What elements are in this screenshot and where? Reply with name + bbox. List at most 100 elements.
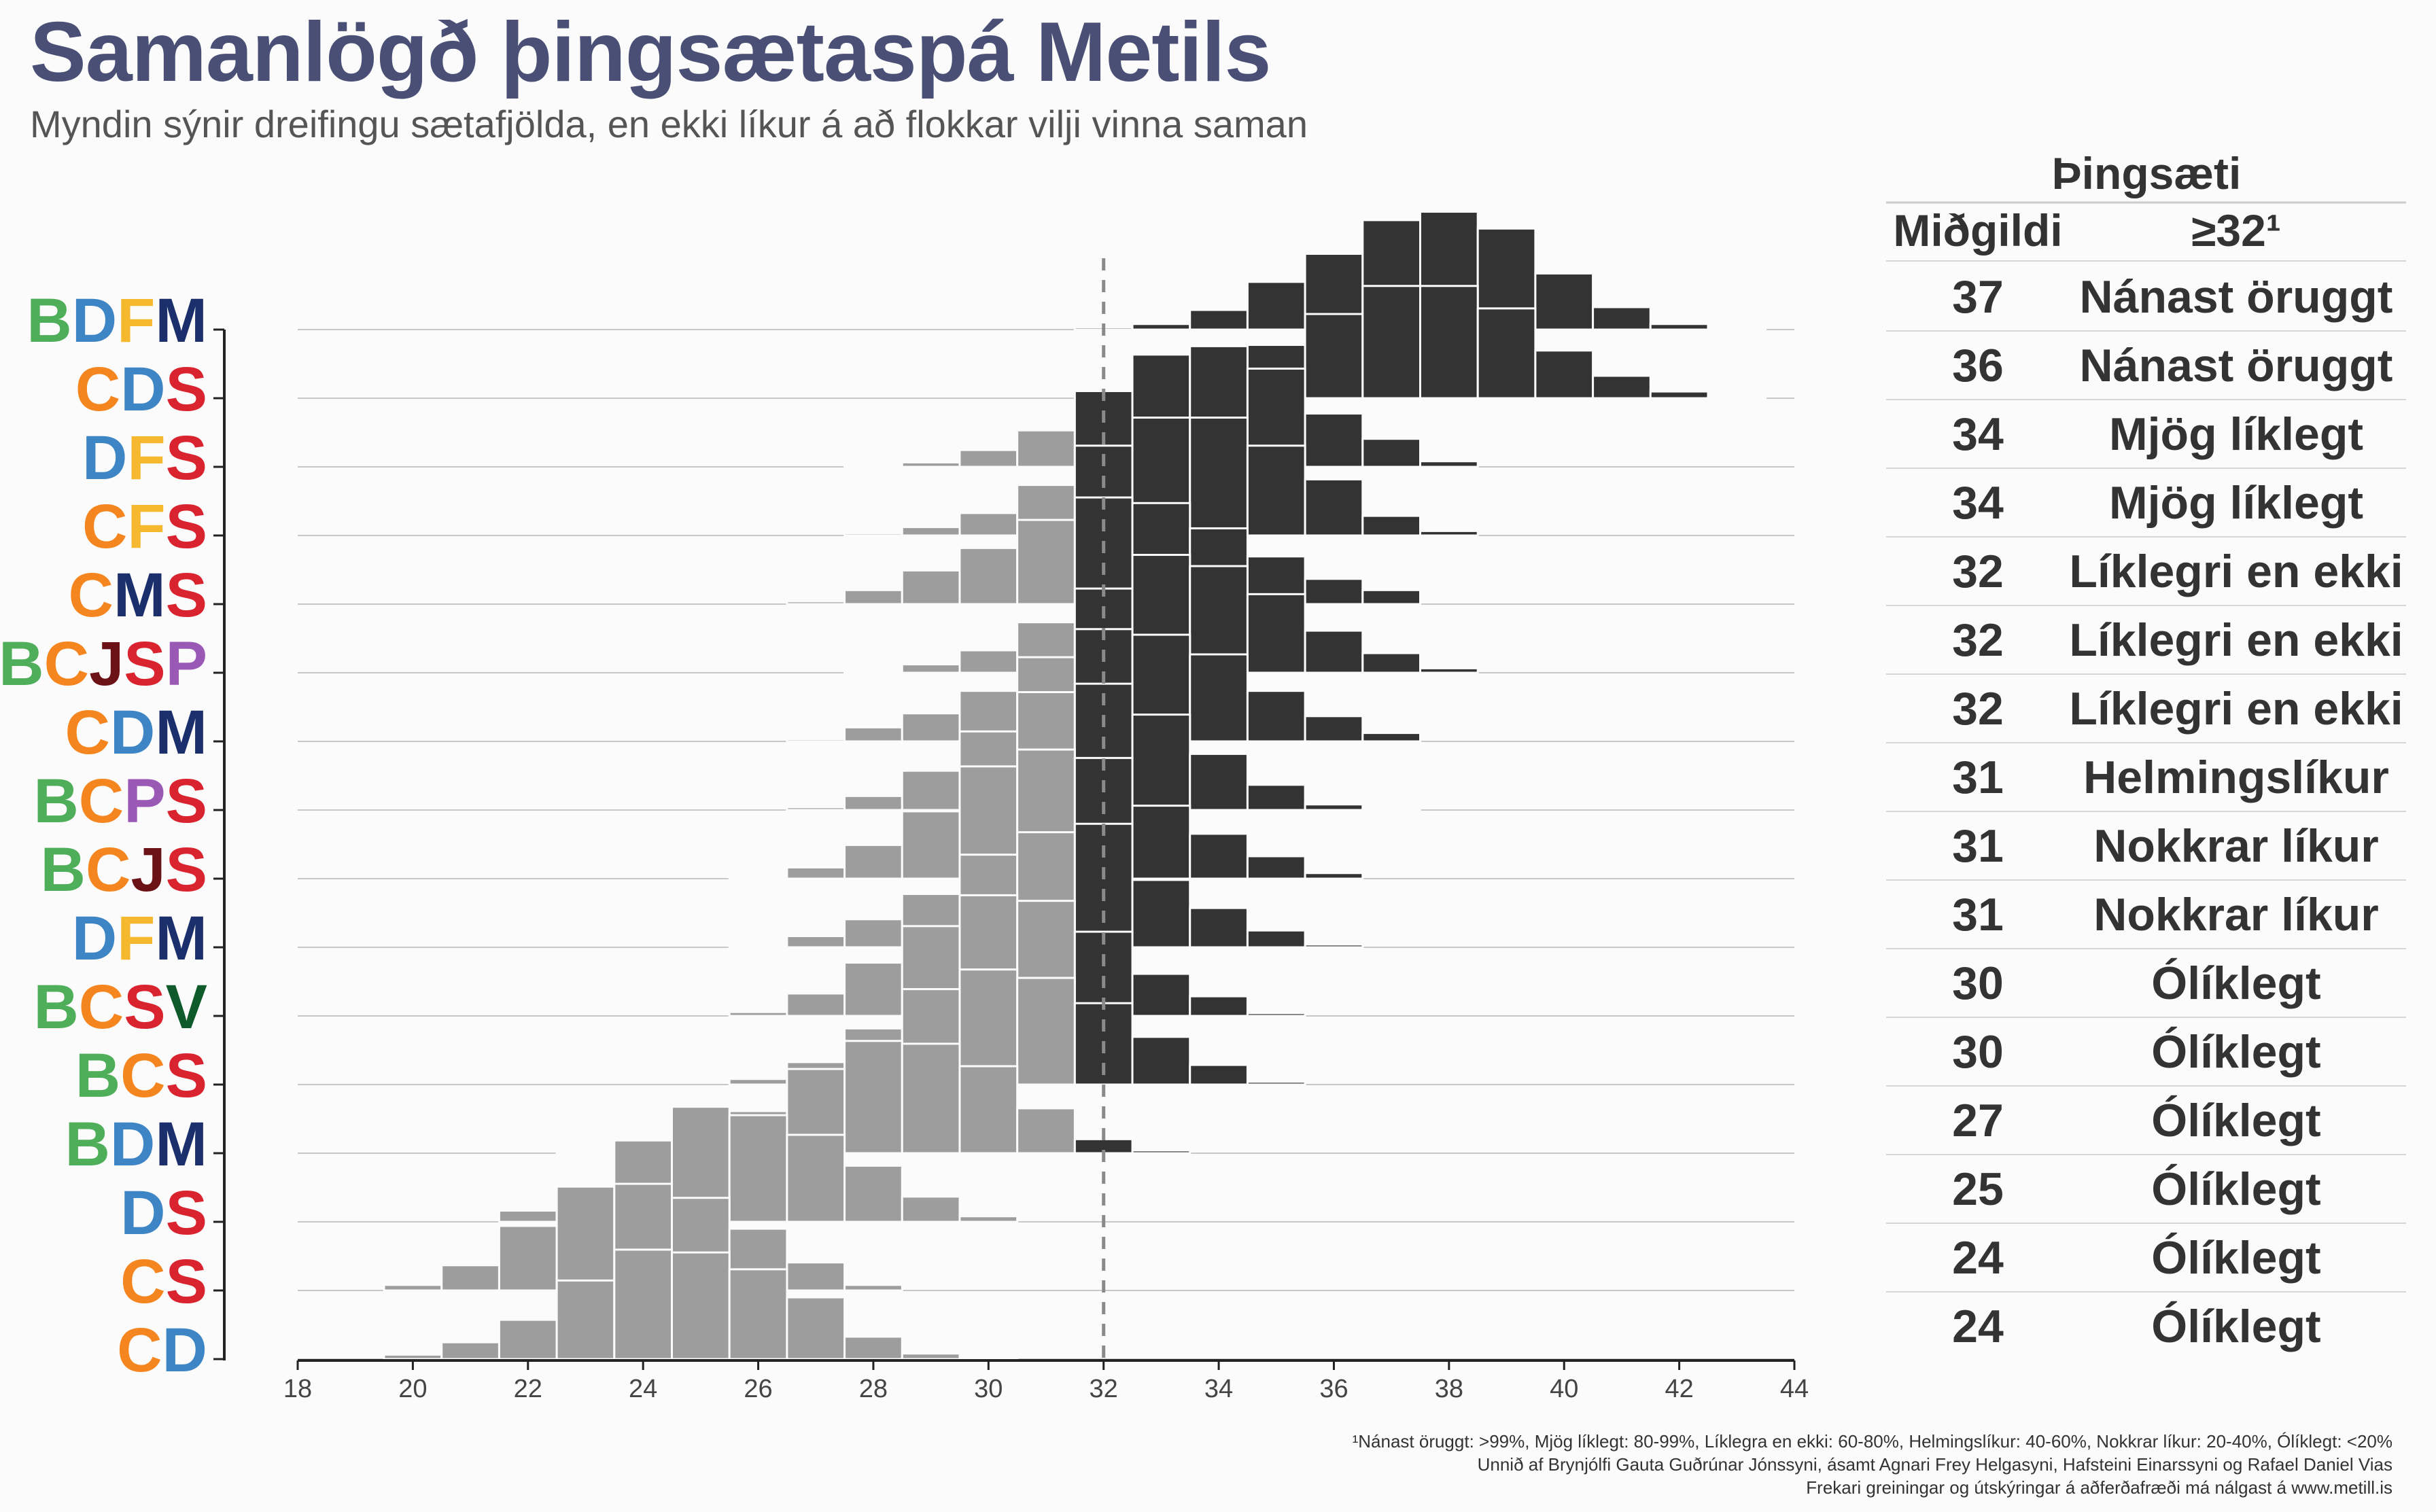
coalition-label-dfm: DFM xyxy=(72,904,207,973)
table-median-value: 30 xyxy=(1952,957,2004,1009)
histogram-bar xyxy=(1361,514,1422,537)
histogram-bar xyxy=(440,1341,500,1360)
histogram-bar xyxy=(901,663,961,674)
histogram-bar xyxy=(1304,478,1364,537)
party-letter-f: F xyxy=(117,286,155,355)
x-tick-label: 18 xyxy=(283,1375,312,1403)
coalition-label-bdm: BDM xyxy=(65,1110,207,1179)
histogram-bar xyxy=(843,1284,903,1292)
histogram-bar xyxy=(728,1268,788,1360)
histogram-bar xyxy=(1419,667,1479,674)
histogram-bar xyxy=(958,1356,1019,1360)
coalition-label-bdfm: BDFM xyxy=(27,286,207,355)
histogram-bar xyxy=(901,1352,961,1360)
histogram-bar xyxy=(1592,306,1652,331)
histogram-bar xyxy=(1592,374,1652,400)
histogram-bar xyxy=(843,464,903,468)
table-probability-label: Líklegri en ekki xyxy=(2069,614,2403,666)
coalition-label-dfs: DFS xyxy=(82,423,207,493)
histogram-bar xyxy=(1131,805,1191,880)
histogram-bar xyxy=(1246,444,1306,537)
x-tick-label: 42 xyxy=(1665,1375,1693,1403)
table-probability-label: Nokkrar líkur xyxy=(2093,889,2379,940)
party-letter-s: S xyxy=(166,492,207,561)
histogram-bar xyxy=(1304,803,1364,811)
table-median-value: 31 xyxy=(1952,752,2004,803)
table-median-value: 34 xyxy=(1952,408,2004,460)
party-letter-s: S xyxy=(166,1247,207,1316)
x-tick-label: 30 xyxy=(974,1375,1003,1403)
party-letter-f: F xyxy=(117,904,155,973)
histogram-bar xyxy=(440,1264,500,1292)
histogram-bar xyxy=(1649,323,1709,331)
party-letter-c: C xyxy=(69,561,114,630)
party-letter-d: D xyxy=(120,355,165,424)
histogram-bar xyxy=(901,769,961,811)
histogram-bar xyxy=(1419,529,1479,537)
party-letter-s: S xyxy=(166,835,207,904)
party-letter-d: D xyxy=(72,904,117,973)
chart-title: Samanlögð þingsætaspá Metils xyxy=(30,5,1271,99)
histogram-bar xyxy=(1361,652,1422,674)
histogram-bar xyxy=(1131,1149,1191,1155)
party-letter-d: D xyxy=(120,1178,165,1248)
histogram-bar xyxy=(1189,653,1249,743)
histogram-bar xyxy=(843,670,903,674)
table-probability-label: Mjög líklegt xyxy=(2109,477,2363,529)
table-probability-label: Nokkrar líkur xyxy=(2093,820,2379,872)
table-median-value: 31 xyxy=(1952,889,2004,940)
seat-table: Þingsæti Miðgildi ≥32¹ 37 Nánast öruggt 36 Nán… xyxy=(1886,148,2406,1352)
histogram-bar xyxy=(786,806,846,811)
histogram-bar xyxy=(498,1225,558,1292)
table-median-value: 31 xyxy=(1952,820,2004,872)
histogram-bar xyxy=(1304,629,1364,674)
table-median-value: 24 xyxy=(1952,1301,2004,1352)
x-tick-label: 38 xyxy=(1435,1375,1463,1403)
histogram-bar xyxy=(1189,417,1249,537)
coalition-label-cfs: CFS xyxy=(82,492,207,561)
histogram-bar xyxy=(1361,438,1422,468)
histogram-bar xyxy=(1419,285,1479,400)
party-letter-b: B xyxy=(33,972,78,1042)
party-letter-m: M xyxy=(114,561,166,630)
party-letter-p: P xyxy=(166,629,207,699)
histogram-bar xyxy=(1016,518,1076,605)
party-letter-m: M xyxy=(155,698,207,767)
coalition-label-bcs: BCS xyxy=(75,1041,207,1110)
histogram-bar xyxy=(843,843,903,880)
histogram-bar xyxy=(1246,281,1306,331)
party-letter-b: B xyxy=(75,1041,120,1110)
histogram-bar xyxy=(1246,690,1306,743)
party-letter-c: C xyxy=(79,972,124,1042)
histogram-bar xyxy=(958,1215,1019,1223)
histogram-bar xyxy=(1131,972,1191,1017)
x-tick-label: 44 xyxy=(1780,1375,1809,1403)
histogram-bar xyxy=(1304,943,1364,949)
histogram-bar xyxy=(958,449,1019,468)
histogram-bar xyxy=(1304,578,1364,605)
party-letter-s: S xyxy=(124,629,165,699)
histogram-bar xyxy=(1189,832,1249,880)
table-probability-label: Ólíklegt xyxy=(2151,1026,2320,1078)
histogram-bar xyxy=(728,1078,788,1086)
histogram-bars xyxy=(383,211,1767,1360)
footnote-probability-legend: ¹Nánast öruggt: >99%, Mjög líklegt: 80-9… xyxy=(1352,1431,2392,1452)
x-tick-label: 26 xyxy=(744,1375,772,1403)
histogram-bar xyxy=(843,1164,903,1223)
table-probability-label: Ólíklegt xyxy=(2151,1301,2320,1352)
party-letter-m: M xyxy=(155,904,207,973)
histogram-bar xyxy=(1534,272,1595,331)
histogram-bar xyxy=(1016,429,1076,468)
party-letter-c: C xyxy=(120,1041,165,1110)
histogram-bar xyxy=(1189,752,1249,811)
histogram-bar xyxy=(843,1335,903,1360)
histogram-bar xyxy=(1304,412,1364,468)
party-letter-d: D xyxy=(82,423,127,493)
party-letter-c: C xyxy=(120,1247,165,1316)
table-median-value: 24 xyxy=(1952,1232,2004,1284)
histogram-bar xyxy=(901,1195,961,1223)
party-letter-b: B xyxy=(27,286,71,355)
table-probability-label: Ólíklegt xyxy=(2151,1163,2320,1215)
coalition-label-bcjsp: BCJSP xyxy=(0,629,207,699)
histogram-bar xyxy=(1476,307,1537,400)
